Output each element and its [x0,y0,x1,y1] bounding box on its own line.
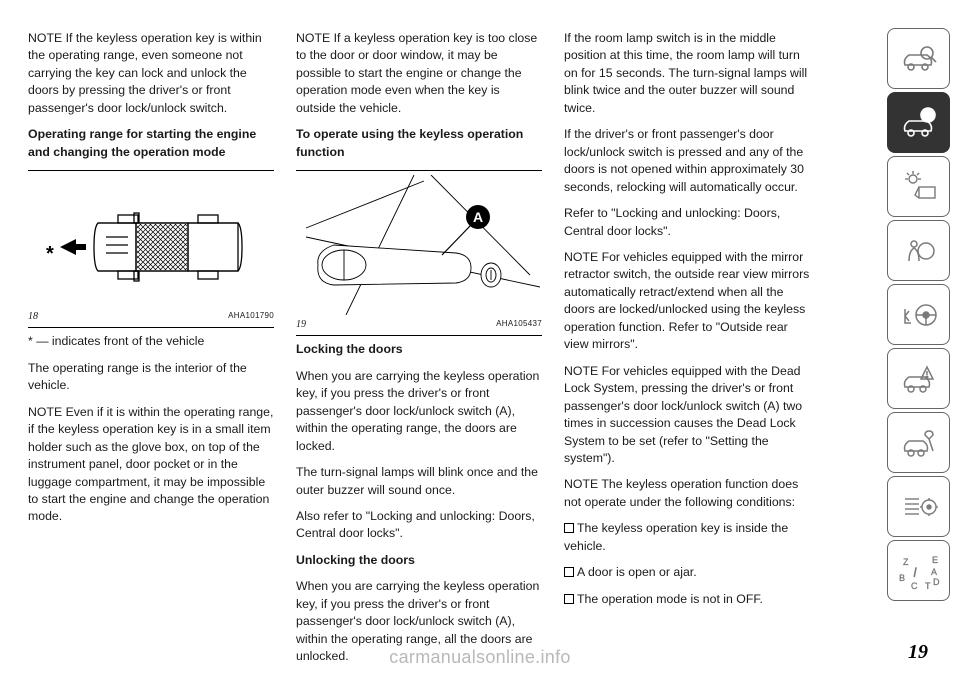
svg-text:Z: Z [903,557,909,567]
sidebar-search-icon[interactable] [887,28,950,89]
figure-number: 19 [296,318,306,332]
checklist-item: The keyless operation key is inside the … [564,520,810,555]
body-text: The operating range is the interior of t… [28,360,274,395]
svg-text:C: C [911,581,918,591]
watermark: carmanualsonline.info [389,647,570,668]
body-text: Also refer to "Locking and unlocking: Do… [296,508,542,543]
heading: Operating range for starting the engine … [28,126,274,161]
figure-19: A 19 AHA105437 [296,170,542,336]
column-1: NOTE If the keyless operation key is wit… [28,30,296,648]
body-text: When you are carrying the keyless operat… [296,368,542,455]
sidebar-steering-icon[interactable] [887,284,950,345]
svg-text:I: I [913,564,917,580]
figure-code: AHA105437 [496,318,542,332]
note-text: NOTE If a keyless operation key is too c… [296,30,542,117]
figure-code: AHA101790 [228,310,274,324]
checkbox-icon [564,567,574,577]
svg-text:T: T [925,581,931,591]
body-text: Refer to "Locking and unlocking: Doors, … [564,205,810,240]
column-3: If the room lamp switch is in the middle… [564,30,832,648]
note-text: NOTE For vehicles equipped with the Dead… [564,363,810,468]
footnote: * — indicates front of the vehicle [28,333,274,350]
checklist-item: A door is open or ajar. [564,564,810,581]
svg-text:A: A [931,567,937,577]
body-text: If the driver's or front passenger's doo… [564,126,810,196]
sidebar-airbag-icon[interactable] [887,220,950,281]
svg-text:D: D [933,577,940,587]
checkbox-icon [564,523,574,533]
svg-text:i: i [926,111,929,122]
sidebar-service-icon[interactable] [887,412,950,473]
note-text: NOTE For vehicles equipped with the mirr… [564,249,810,354]
figure-18: * [28,170,274,328]
note-text: NOTE Even if it is within the operating … [28,404,274,526]
svg-text:*: * [46,243,54,265]
note-text: NOTE The keyless operation function does… [564,476,810,511]
page-number: 19 [908,641,928,664]
door-handle-diagram: A [296,175,540,315]
figure-number: 18 [28,310,38,324]
body-text: The turn-signal lamps will blink once an… [296,464,542,499]
page-content: NOTE If the keyless operation key is wit… [0,0,960,678]
subheading: Unlocking the doors [296,552,542,569]
svg-text:A: A [473,209,483,225]
svg-text:B: B [899,573,905,583]
heading: To operate using the keyless operation f… [296,126,542,161]
subheading: Locking the doors [296,341,542,358]
svg-text:E: E [932,555,938,565]
note-text: NOTE If the keyless operation key is wit… [28,30,274,117]
vehicle-top-diagram: * [28,187,272,307]
figure-label: 19 AHA105437 [296,318,542,335]
sidebar-warning-icon[interactable] [887,348,950,409]
column-2: NOTE If a keyless operation key is too c… [296,30,564,648]
figure-label: 18 AHA101790 [28,310,274,327]
sidebar-specs-icon[interactable] [887,476,950,537]
sidebar-nav: i [887,28,950,601]
checkbox-icon [564,594,574,604]
body-text: If the room lamp switch is in the middle… [564,30,810,117]
sidebar-lights-icon[interactable] [887,156,950,217]
checklist-item: The operation mode is not in OFF. [564,591,810,608]
sidebar-index-icon[interactable]: Z B C T E A D I [887,540,950,601]
sidebar-info-icon[interactable]: i [887,92,950,153]
